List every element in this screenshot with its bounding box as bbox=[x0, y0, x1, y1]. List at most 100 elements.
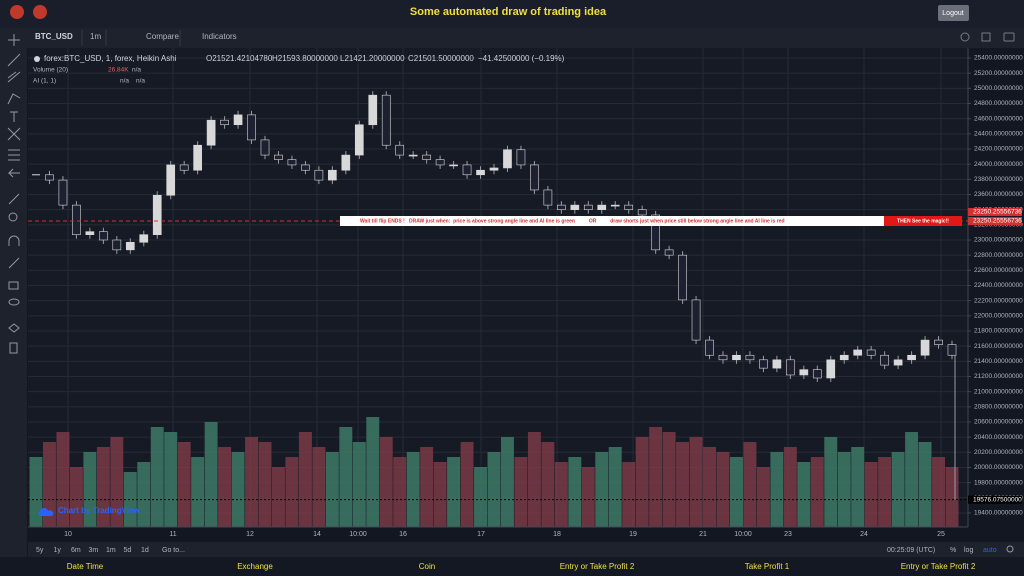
y-tick-label: 21000.00000000 bbox=[974, 388, 1023, 395]
price-tag bbox=[968, 217, 1022, 226]
back-tool[interactable] bbox=[7, 168, 20, 178]
volume-bar bbox=[797, 462, 811, 527]
candle bbox=[354, 124, 364, 156]
ruler-tool[interactable] bbox=[8, 193, 20, 205]
watermark-logo bbox=[38, 508, 54, 516]
candle bbox=[476, 169, 485, 176]
y-tick-label: 19800.00000000 bbox=[974, 479, 1023, 486]
brush-tool[interactable] bbox=[8, 257, 20, 269]
range-button[interactable]: 3m bbox=[89, 547, 99, 554]
y-tick-label: 21800.00000000 bbox=[974, 328, 1023, 335]
candle bbox=[718, 354, 728, 361]
volume-bar bbox=[123, 472, 137, 527]
y-tick-label: 21400.00000000 bbox=[974, 358, 1023, 365]
candle bbox=[462, 164, 472, 176]
compare[interactable]: Compare bbox=[146, 32, 179, 41]
price-scale bbox=[968, 48, 1024, 542]
volume-bar bbox=[864, 462, 878, 527]
y-tick-label: 20400.00000000 bbox=[974, 434, 1023, 441]
crosshair-tool[interactable] bbox=[8, 34, 20, 46]
log-toggle[interactable]: log bbox=[964, 547, 973, 554]
y-tick-label: 24600.00000000 bbox=[974, 115, 1023, 122]
auto-toggle[interactable]: auto bbox=[983, 547, 997, 554]
range-button[interactable]: 1m bbox=[106, 547, 116, 554]
candle bbox=[220, 119, 229, 126]
volume-bar bbox=[716, 452, 730, 527]
range-button[interactable]: 1d bbox=[141, 547, 149, 554]
forecast-tool[interactable] bbox=[7, 127, 21, 141]
candle bbox=[853, 349, 863, 356]
footer-columns: Date Time Exchange Coin Entry or Take Profi… bbox=[67, 562, 976, 571]
snapshot-icon[interactable] bbox=[1003, 32, 1015, 42]
price-tag-label: 23250.25556736 bbox=[973, 218, 1022, 225]
trendline-tool[interactable] bbox=[7, 53, 21, 67]
candle bbox=[880, 354, 889, 366]
y-tick-label: 20800.00000000 bbox=[974, 404, 1023, 411]
logout-label[interactable]: Logout bbox=[942, 10, 963, 17]
x-tick-label: 18 bbox=[553, 531, 561, 538]
candle bbox=[99, 231, 108, 241]
volume-bar bbox=[245, 437, 258, 527]
symbol[interactable]: BTC_USD bbox=[35, 32, 73, 41]
interval[interactable]: 1m bbox=[90, 32, 101, 41]
settings-icon[interactable] bbox=[1006, 545, 1014, 553]
volume-bar bbox=[527, 432, 541, 527]
candle bbox=[651, 214, 660, 251]
fib-tool[interactable] bbox=[7, 71, 21, 83]
visibility-tool[interactable] bbox=[8, 298, 20, 306]
volume-bar bbox=[110, 437, 124, 527]
volume-bar bbox=[541, 442, 555, 527]
legend-change: −41.42500000 (−0.19%) bbox=[478, 54, 565, 63]
volume-bar bbox=[298, 432, 312, 527]
layers-tool[interactable] bbox=[8, 323, 20, 333]
goto[interactable]: Go to... bbox=[162, 547, 185, 554]
ai-na: n/a bbox=[120, 78, 129, 85]
x-tick-label: 19 bbox=[629, 531, 637, 538]
volume-bar bbox=[460, 442, 474, 527]
percent-toggle[interactable]: % bbox=[950, 547, 956, 554]
range-button[interactable]: 5y bbox=[36, 547, 44, 554]
logout-button[interactable] bbox=[938, 5, 969, 21]
volume-bar bbox=[177, 442, 191, 527]
trash-tool[interactable] bbox=[9, 342, 18, 354]
zoom-tool[interactable] bbox=[8, 212, 18, 222]
y-tick-label: 20600.00000000 bbox=[974, 419, 1023, 426]
footer-column: Coin bbox=[419, 562, 435, 571]
x-tick-label: 10:00 bbox=[734, 531, 752, 538]
indicators[interactable]: Indicators bbox=[202, 32, 237, 41]
volume-bar bbox=[272, 467, 285, 527]
candle bbox=[85, 231, 95, 235]
volume-bar bbox=[325, 452, 339, 527]
settings-icon[interactable] bbox=[960, 32, 970, 42]
pattern-tool[interactable] bbox=[7, 93, 21, 105]
candle bbox=[125, 241, 135, 251]
volume-bar bbox=[837, 452, 851, 527]
magnet-tool[interactable] bbox=[8, 235, 20, 246]
text-tool[interactable] bbox=[10, 111, 18, 122]
measure-tool[interactable] bbox=[8, 149, 20, 161]
volume-bar bbox=[743, 442, 757, 527]
candle bbox=[72, 204, 81, 235]
volume-bar bbox=[150, 427, 164, 527]
volume-bar bbox=[770, 452, 784, 527]
range-button[interactable]: 6m bbox=[71, 547, 81, 554]
y-tick-label: 22800.00000000 bbox=[974, 252, 1023, 259]
candle bbox=[705, 339, 714, 356]
candle bbox=[812, 369, 822, 379]
candle bbox=[206, 119, 216, 146]
x-tick-label: 10 bbox=[64, 531, 72, 538]
volume-bar bbox=[891, 452, 905, 527]
legend-high: H21593.80000000 bbox=[272, 54, 338, 63]
lock-tool[interactable] bbox=[8, 281, 19, 290]
range-button[interactable]: 1y bbox=[54, 547, 62, 554]
y-tick-label: 23000.00000000 bbox=[974, 237, 1023, 244]
y-tick-label: 20000.00000000 bbox=[974, 464, 1023, 471]
price-tag-label: 19576.07500000 bbox=[973, 496, 1022, 503]
fullscreen-icon[interactable] bbox=[981, 32, 991, 42]
x-tick-label: 14 bbox=[313, 531, 321, 538]
candle bbox=[260, 139, 270, 156]
candle bbox=[166, 164, 176, 196]
range-button[interactable]: 5d bbox=[124, 547, 132, 554]
toolbar bbox=[0, 28, 1024, 48]
